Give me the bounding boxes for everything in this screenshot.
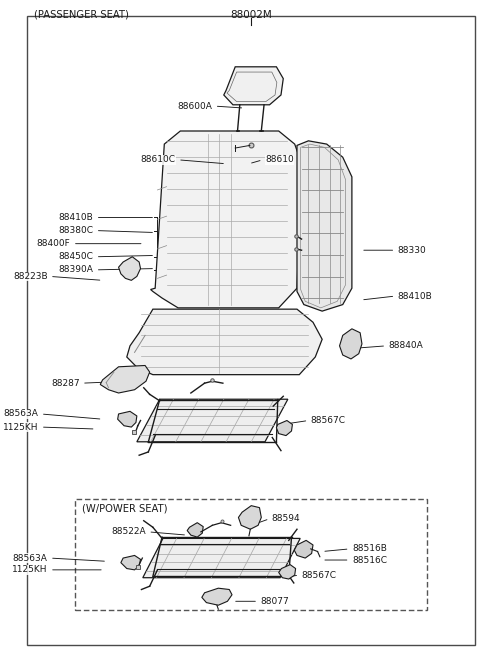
Text: 88380C: 88380C <box>59 226 94 235</box>
Polygon shape <box>118 411 137 427</box>
Text: 88077: 88077 <box>260 597 289 606</box>
Polygon shape <box>339 329 362 359</box>
Text: (W/POWER SEAT): (W/POWER SEAT) <box>82 503 168 513</box>
Polygon shape <box>279 565 296 579</box>
Polygon shape <box>294 540 313 558</box>
Text: 88223B: 88223B <box>13 272 48 281</box>
Text: 88410B: 88410B <box>397 291 432 301</box>
Text: 88594: 88594 <box>272 514 300 523</box>
Text: (PASSENGER SEAT): (PASSENGER SEAT) <box>34 10 129 20</box>
Text: 88600A: 88600A <box>178 102 212 111</box>
Text: 88567C: 88567C <box>301 571 336 580</box>
Polygon shape <box>202 588 232 605</box>
Polygon shape <box>224 67 283 105</box>
Polygon shape <box>276 421 292 436</box>
Text: 88390A: 88390A <box>59 265 94 274</box>
Text: 88567C: 88567C <box>311 416 346 425</box>
Text: 88002M: 88002M <box>230 10 272 20</box>
Polygon shape <box>151 131 301 308</box>
Text: 88287: 88287 <box>51 379 80 388</box>
Text: 88563A: 88563A <box>4 409 38 419</box>
Polygon shape <box>297 141 352 311</box>
Polygon shape <box>137 400 288 441</box>
Text: 1125KH: 1125KH <box>3 422 38 432</box>
Text: 88516C: 88516C <box>352 555 387 565</box>
Text: 88610: 88610 <box>265 155 294 164</box>
Polygon shape <box>143 538 300 578</box>
Text: 88563A: 88563A <box>13 553 48 563</box>
Text: 88410B: 88410B <box>59 213 94 222</box>
Text: 88516B: 88516B <box>352 544 387 553</box>
Text: 88330: 88330 <box>397 246 426 255</box>
Text: 88610C: 88610C <box>141 155 176 164</box>
Polygon shape <box>121 555 141 570</box>
Polygon shape <box>239 506 261 529</box>
Polygon shape <box>100 365 150 393</box>
Polygon shape <box>187 523 203 537</box>
Bar <box>75 499 427 610</box>
Text: 1125KH: 1125KH <box>12 565 48 574</box>
Text: 88400F: 88400F <box>37 239 71 248</box>
Text: 88840A: 88840A <box>388 341 423 350</box>
Polygon shape <box>127 309 322 375</box>
Text: 88522A: 88522A <box>111 527 146 536</box>
Polygon shape <box>119 257 141 280</box>
Text: 88450C: 88450C <box>59 252 94 261</box>
